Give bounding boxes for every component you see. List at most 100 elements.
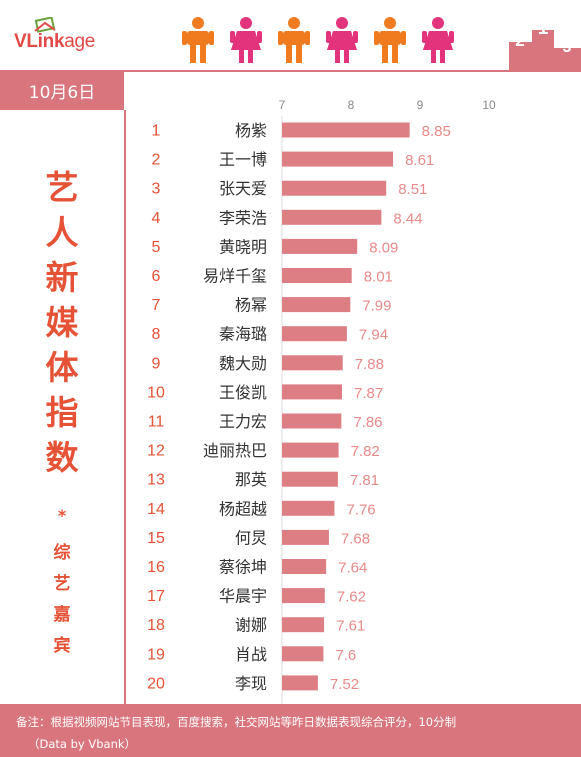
- bar: [282, 529, 329, 545]
- value-label: 7.82: [351, 443, 380, 460]
- divider: [0, 70, 581, 72]
- rank-label: 2: [152, 152, 161, 169]
- subtitle-char: 综: [53, 543, 71, 563]
- bar: [282, 151, 394, 167]
- person-female-icon: [422, 17, 454, 63]
- footer-source: （Data by Vbank）: [28, 737, 137, 751]
- rank-label: 1: [152, 123, 161, 140]
- people-icons: [182, 17, 454, 63]
- name-label: 王力宏: [219, 412, 267, 431]
- rank-label: 5: [152, 239, 161, 256]
- date-bar: 10月6日: [0, 70, 581, 110]
- person-male-icon: [374, 17, 406, 63]
- name-label: 王一博: [219, 150, 267, 169]
- bar: [282, 413, 342, 429]
- person-female-icon: [230, 17, 262, 63]
- rank-label: 15: [147, 530, 165, 547]
- value-label: 7.81: [350, 472, 379, 489]
- title-char: 数: [45, 438, 79, 477]
- person-female-icon: [326, 17, 358, 63]
- name-label: 蔡徐坤: [219, 558, 267, 577]
- person-male-icon: [182, 17, 214, 63]
- rank-label: 11: [148, 414, 165, 431]
- bar: [282, 559, 327, 574]
- title-char: 媒: [45, 303, 79, 342]
- value-label: 7.94: [359, 327, 388, 344]
- name-label: 杨幂: [235, 296, 267, 315]
- value-label: 8.61: [405, 152, 434, 169]
- name-label: 肖战: [235, 645, 267, 664]
- name-label: 李现: [235, 674, 267, 693]
- name-label: 华晨宇: [219, 587, 267, 606]
- brand-logo: VLinkage: [14, 31, 95, 53]
- rank-label: 14: [147, 501, 165, 518]
- subtitle-char: 艺: [53, 574, 71, 594]
- value-label: 8.85: [422, 123, 451, 140]
- rank-label: 7: [152, 297, 161, 314]
- sidebar-star: *: [57, 506, 67, 525]
- rank-label: 3: [152, 181, 161, 198]
- name-label: 黄晓明: [219, 237, 267, 256]
- bar: [282, 297, 351, 313]
- logo-light-text: age: [64, 31, 96, 52]
- rank-label: 12: [147, 443, 165, 460]
- rank-label: 6: [152, 268, 161, 285]
- name-label: 秦海璐: [219, 325, 267, 344]
- x-tick-label: 10: [482, 98, 496, 112]
- rank-label: 17: [147, 588, 165, 605]
- name-label: 杨紫: [235, 121, 267, 140]
- svg-text:1: 1: [538, 20, 549, 39]
- person-male-icon: [278, 17, 310, 63]
- name-label: 谢娜: [235, 616, 267, 635]
- name-label: 杨超越: [219, 499, 267, 518]
- value-label: 7.61: [336, 618, 365, 635]
- value-label: 7.62: [337, 589, 366, 606]
- bar: [282, 646, 324, 662]
- value-label: 7.52: [330, 676, 359, 693]
- footer: 备注：根据视频网站节目表现，百度搜索，社交网站等昨日数据表现综合评分，10分制 …: [0, 704, 581, 757]
- date-label: 10月6日: [0, 70, 124, 110]
- bar: [282, 122, 410, 138]
- bar: [282, 355, 343, 371]
- rank-label: 13: [147, 472, 165, 489]
- x-tick-label: 9: [417, 98, 424, 112]
- name-label: 迪丽热巴: [203, 441, 267, 460]
- bar: [282, 500, 335, 516]
- bar: [282, 675, 318, 691]
- rank-label: 16: [147, 559, 165, 576]
- bar: [282, 268, 352, 283]
- rank-label: 19: [147, 646, 165, 663]
- ranking-bar-chart: 7 8 9 10 1 杨紫 8.85 2 王一博 8.61 3 张天爱 8.51 4 李荣浩 8.44 5 黄晓明…: [147, 98, 496, 704]
- x-tick-label: 8: [348, 98, 355, 112]
- sidebar: [0, 110, 124, 704]
- value-label: 7.99: [362, 298, 391, 315]
- bar: [282, 384, 343, 400]
- sidebar-subtitle: 综 艺 嘉 宾: [40, 538, 84, 662]
- subtitle-char: 宾: [53, 636, 71, 656]
- sidebar-title: 艺 人 新 媒 体 指 数: [40, 165, 84, 480]
- rank-label: 20: [147, 675, 165, 692]
- logo-bold-text: VLink: [14, 31, 65, 52]
- title-char: 指: [45, 393, 79, 432]
- bar: [282, 588, 325, 604]
- logo-mark-icon: [34, 17, 56, 33]
- name-label: 何炅: [235, 528, 267, 547]
- bar: [282, 326, 347, 342]
- name-label: 魏大勋: [219, 354, 267, 373]
- value-label: 8.51: [398, 181, 427, 198]
- title-char: 新: [45, 258, 79, 297]
- title-char: 艺: [45, 168, 79, 207]
- name-label: 李荣浩: [219, 208, 267, 227]
- bar: [282, 209, 382, 225]
- title-char: 体: [45, 348, 79, 387]
- rank-label: 8: [152, 326, 161, 343]
- value-label: 7.87: [354, 385, 383, 402]
- footer-note: 备注：根据视频网站节目表现，百度搜索，社交网站等昨日数据表现综合评分，10分制: [16, 715, 457, 729]
- rank-label: 10: [147, 384, 165, 401]
- subtitle-char: 嘉: [53, 605, 71, 625]
- rank-label: 4: [152, 210, 161, 227]
- podium-icon: 1 2 3: [509, 20, 581, 70]
- bar: [282, 238, 358, 254]
- value-label: 8.44: [393, 210, 422, 227]
- value-label: 8.01: [364, 269, 393, 286]
